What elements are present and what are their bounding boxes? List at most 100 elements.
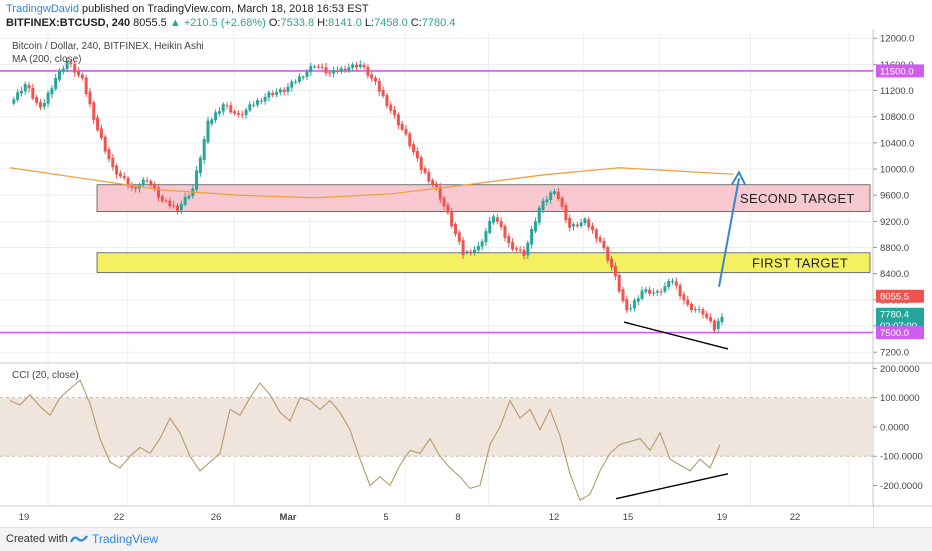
candle-body bbox=[27, 85, 31, 89]
candle-body bbox=[217, 111, 221, 114]
time-axis[interactable] bbox=[0, 507, 873, 527]
time-tick-label: 5 bbox=[383, 512, 388, 523]
candle-body bbox=[629, 308, 633, 310]
price-tick-label: 7200.0 bbox=[880, 348, 909, 359]
candle-body bbox=[682, 294, 686, 301]
cci-trendline[interactable] bbox=[615, 473, 729, 500]
created-with: Created with bbox=[6, 533, 68, 545]
candle-body bbox=[583, 218, 587, 224]
cci-axis[interactable]: 200.0000 100.0000 0.0000 -100.0000 -200.0000 bbox=[873, 364, 923, 492]
candle-body bbox=[377, 80, 381, 92]
first-target-zone[interactable] bbox=[96, 252, 871, 273]
cci-tick-label: -100.0000 bbox=[880, 452, 923, 463]
candle-body bbox=[404, 128, 408, 135]
candle-body bbox=[297, 76, 301, 82]
candle-body bbox=[84, 77, 88, 95]
candle-body bbox=[347, 67, 351, 71]
candle-body bbox=[518, 249, 522, 251]
level-label: 7500.0 bbox=[880, 328, 909, 339]
candle-body bbox=[309, 66, 313, 73]
candle-body bbox=[461, 240, 465, 256]
candle-body bbox=[225, 105, 229, 107]
candle-body bbox=[690, 304, 694, 311]
candle-body bbox=[644, 289, 648, 292]
candle-body bbox=[42, 103, 46, 107]
candle-body bbox=[172, 205, 176, 207]
candle-body bbox=[617, 274, 621, 292]
candle-body bbox=[697, 309, 701, 311]
candle-body bbox=[381, 89, 385, 97]
candle-body bbox=[549, 192, 553, 200]
candle-body bbox=[111, 157, 115, 167]
candle-body bbox=[655, 291, 659, 293]
projection-arrow[interactable] bbox=[718, 178, 740, 287]
publish-date: published on TradingView.com, March 18, … bbox=[78, 3, 369, 15]
candle-body bbox=[674, 281, 678, 286]
price-trendline[interactable] bbox=[623, 321, 729, 350]
candle-body bbox=[320, 66, 324, 68]
candle-body bbox=[537, 207, 541, 223]
last-price: 8055.5 bbox=[133, 17, 167, 29]
price-label: 8055.5 bbox=[880, 292, 909, 303]
tradingview-logo-icon bbox=[70, 535, 88, 543]
candle-body bbox=[419, 157, 423, 171]
candle-body bbox=[545, 199, 549, 203]
candle-body bbox=[332, 69, 336, 74]
candle-body bbox=[351, 64, 355, 68]
time-axis-labels[interactable]: 19 22 26 Mar 5 8 12 15 19 22 bbox=[19, 512, 801, 523]
chart-area[interactable]: 12000.011600.011200.010800.010400.010000… bbox=[0, 29, 932, 527]
publish-info: TradingwDavid published on TradingView.c… bbox=[6, 3, 369, 15]
candle-body bbox=[636, 298, 640, 302]
candle-body bbox=[282, 89, 286, 93]
author-link[interactable]: TradingwDavid bbox=[6, 3, 79, 15]
candle-body bbox=[50, 88, 54, 95]
candle-body bbox=[651, 292, 655, 294]
candle-body bbox=[54, 78, 58, 90]
candle-body bbox=[126, 177, 130, 186]
price-label-box bbox=[876, 307, 924, 321]
candle-body bbox=[118, 173, 122, 177]
candle-body bbox=[259, 100, 263, 102]
candle-body bbox=[613, 265, 617, 277]
candle-body bbox=[514, 248, 518, 250]
low-value: 7458.0 bbox=[374, 17, 408, 29]
candle-body bbox=[252, 104, 256, 106]
candle-body bbox=[606, 247, 610, 261]
open-label: O: bbox=[268, 17, 281, 29]
candle-body bbox=[134, 187, 138, 189]
candle-body bbox=[533, 221, 537, 232]
candle-body bbox=[57, 70, 61, 80]
candle-body bbox=[423, 168, 427, 173]
candle-body bbox=[701, 309, 705, 315]
open-value: 7533.8 bbox=[280, 17, 315, 29]
candle-body bbox=[678, 285, 682, 296]
candle-body bbox=[335, 70, 339, 72]
candle-body bbox=[526, 242, 530, 256]
price-label: 7780.4 bbox=[880, 310, 909, 321]
candle-body bbox=[286, 86, 290, 92]
candle-body bbox=[202, 139, 206, 160]
candle-body bbox=[625, 299, 629, 311]
price-tick-label: 8800.0 bbox=[880, 243, 909, 254]
candle-body bbox=[671, 281, 675, 283]
candle-body bbox=[495, 217, 499, 222]
candle-body bbox=[358, 64, 362, 67]
tradingview-link[interactable]: TradingView bbox=[92, 532, 159, 546]
candle-body bbox=[442, 197, 446, 207]
candle-body bbox=[198, 157, 202, 174]
candle-body bbox=[176, 205, 180, 211]
second-target-zone-label: SECOND TARGET bbox=[740, 191, 855, 206]
ma-legend: MA (200, close) bbox=[12, 54, 81, 65]
second-target-zone[interactable] bbox=[96, 184, 871, 212]
candle-body bbox=[290, 81, 294, 88]
candle-body bbox=[457, 232, 461, 242]
candle-body bbox=[244, 109, 248, 115]
candle-body bbox=[530, 229, 534, 245]
candle-body bbox=[16, 92, 20, 100]
candle-body bbox=[278, 89, 282, 93]
candle-body bbox=[366, 66, 370, 76]
cci-line bbox=[9, 379, 721, 501]
candle-body bbox=[480, 241, 484, 247]
candle-body bbox=[80, 74, 84, 79]
candle-body bbox=[149, 180, 153, 185]
